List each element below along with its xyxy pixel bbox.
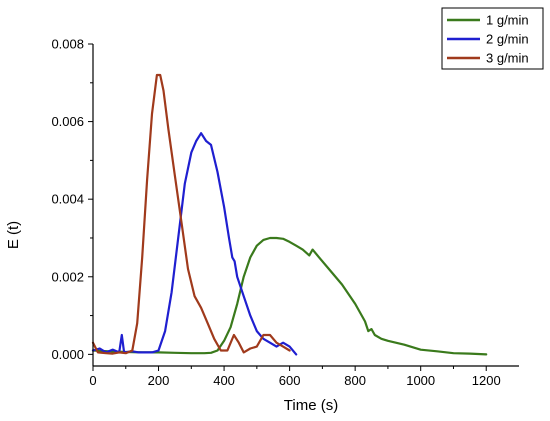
axes: 0 200 400 600 800 1000 1200 0.000 0.002 0.004 0.00… [51,37,519,388]
legend-label: 1 g/min [486,13,529,28]
series-line-3 [91,73,291,355]
y-tick-label: 0.000 [51,347,84,362]
y-tick-label: 0.002 [51,269,84,284]
series-line-2 [91,132,298,356]
x-tick-label: 200 [148,373,170,388]
legend: 1 g/min 2 g/min 3 g/min [441,7,544,70]
x-tick-label: 800 [344,373,366,388]
x-tick-label: 0 [89,373,96,388]
y-tick-label: 0.006 [51,114,84,129]
x-tick-label: 400 [213,373,235,388]
plot-area [91,73,488,356]
x-tick-label: 1000 [406,373,435,388]
x-tick-label: 600 [279,373,301,388]
x-axis-label: Time (s) [284,397,338,414]
legend-label: 2 g/min [486,32,529,47]
y-tick-label: 0.008 [51,37,84,52]
y-axis-label: E (t) [5,221,22,249]
legend-label: 3 g/min [486,51,529,66]
x-tick-label: 1200 [472,373,501,388]
y-tick-label: 0.004 [51,192,84,207]
series-line-1 [91,236,488,356]
